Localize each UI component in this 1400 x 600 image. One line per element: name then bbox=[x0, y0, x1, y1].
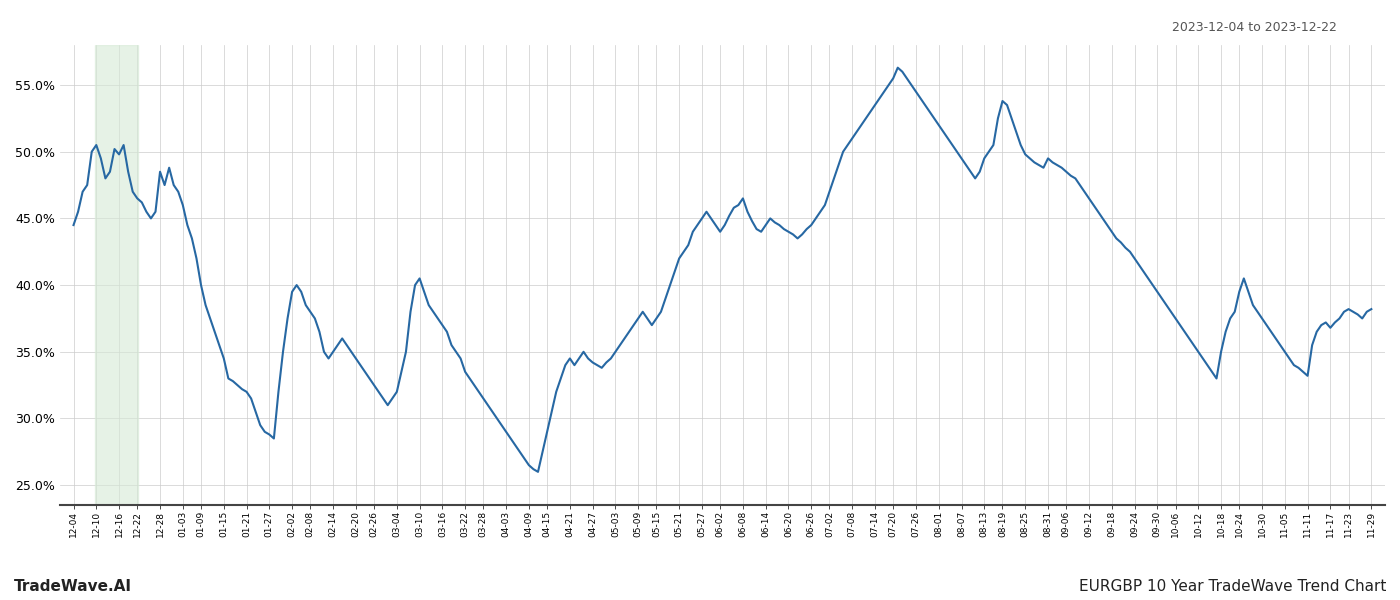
Text: EURGBP 10 Year TradeWave Trend Chart: EURGBP 10 Year TradeWave Trend Chart bbox=[1078, 579, 1386, 594]
Text: 2023-12-04 to 2023-12-22: 2023-12-04 to 2023-12-22 bbox=[1172, 21, 1337, 34]
Text: TradeWave.AI: TradeWave.AI bbox=[14, 579, 132, 594]
Bar bbox=[95, 45, 139, 505]
